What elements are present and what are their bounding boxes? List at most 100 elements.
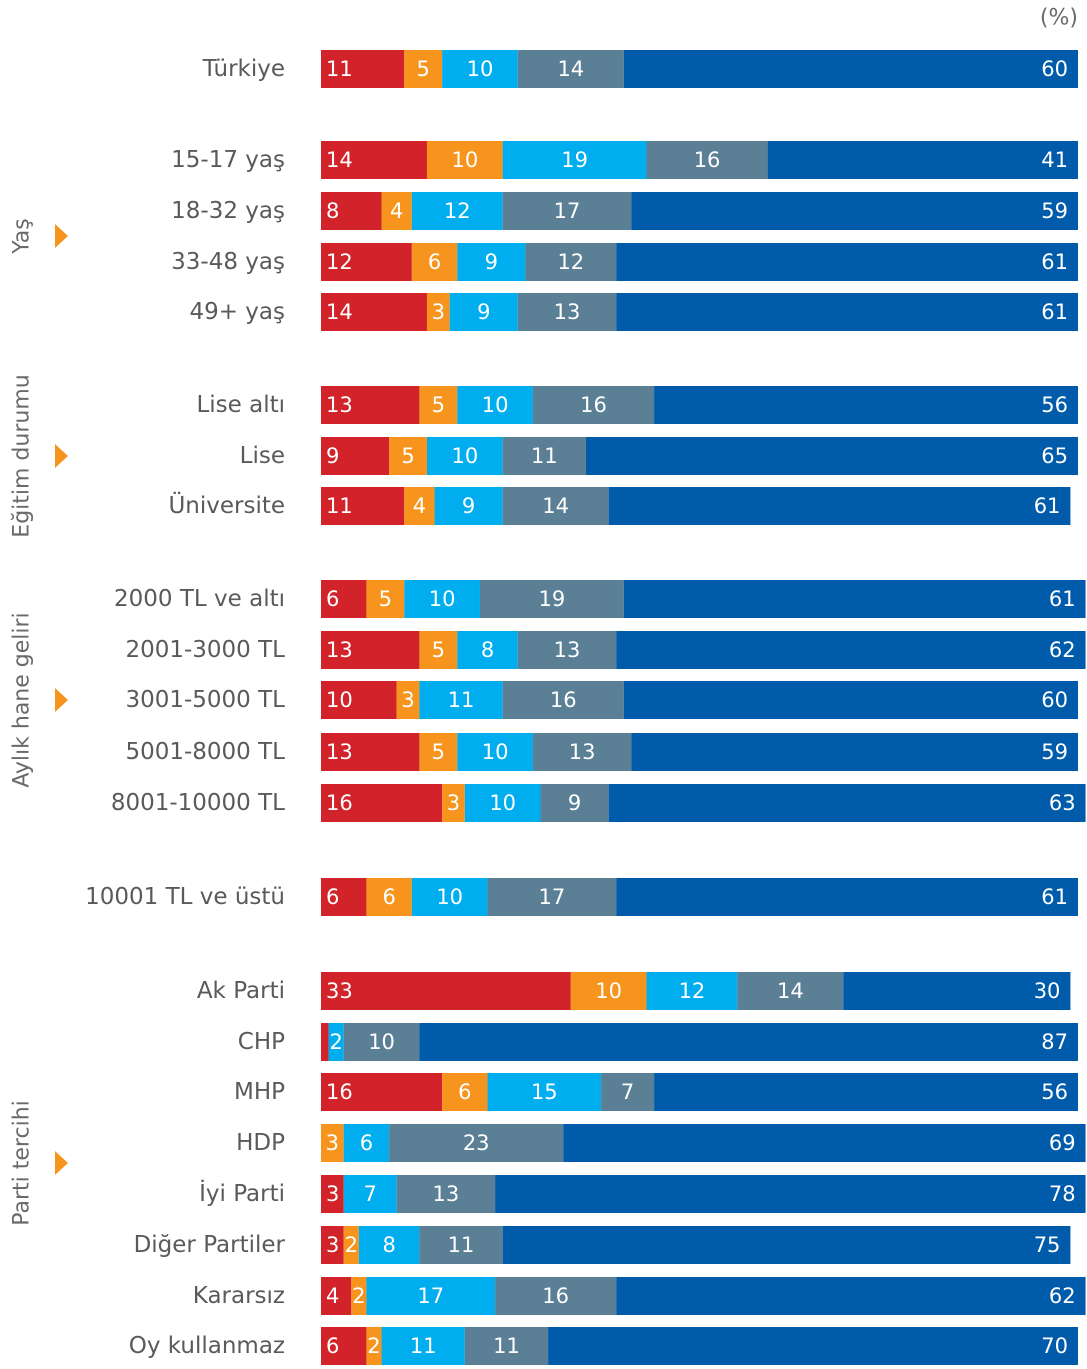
value-label: 16 <box>694 148 721 172</box>
value-label: 62 <box>1049 638 1076 662</box>
value-label: 3 <box>326 1182 339 1206</box>
bar-segment <box>366 1327 382 1365</box>
bar-segment <box>321 386 420 424</box>
category-label: 2000 TL ve altı <box>114 586 285 612</box>
bar-segment <box>532 733 632 771</box>
value-label: 11 <box>493 1334 520 1358</box>
value-label: 59 <box>1041 740 1068 764</box>
bar-segment <box>419 733 458 771</box>
value-label: 10 <box>451 444 478 468</box>
bar-segment <box>646 972 738 1010</box>
value-label: 11 <box>326 494 353 518</box>
value-label: 6 <box>428 250 441 274</box>
value-label: 56 <box>1041 1080 1068 1104</box>
value-label: 62 <box>1049 1284 1076 1308</box>
value-label: 5 <box>432 638 445 662</box>
bar-segment <box>321 580 367 618</box>
value-label: 9 <box>462 494 475 518</box>
group-arrow <box>55 444 68 468</box>
category-label: Üniversite <box>168 491 285 519</box>
value-label: 10 <box>467 57 494 81</box>
value-label: 16 <box>580 393 607 417</box>
bar-segment <box>843 972 1071 1010</box>
bar-segment <box>646 141 768 179</box>
bar-segment <box>358 1226 420 1264</box>
bar-segment <box>623 681 1078 719</box>
value-label: 10 <box>482 393 509 417</box>
value-label: 3 <box>447 791 460 815</box>
bar-segment <box>616 1277 1086 1315</box>
bar-segment <box>585 437 1078 475</box>
bar-segment <box>654 386 1078 424</box>
bar-segment <box>495 1277 617 1315</box>
value-label: 61 <box>1034 494 1061 518</box>
value-label: 13 <box>569 740 596 764</box>
bar-segment <box>532 386 655 424</box>
category-label: CHP <box>238 1029 285 1055</box>
bar-segment <box>321 681 397 719</box>
value-label: 6 <box>382 885 395 909</box>
value-label: 5 <box>379 587 392 611</box>
value-label: 6 <box>326 1334 339 1358</box>
category-label: Lise altı <box>196 392 285 418</box>
bar-segment <box>321 1327 367 1365</box>
value-label: 12 <box>679 979 706 1003</box>
value-label: 8 <box>382 1233 395 1257</box>
bar-segment <box>404 580 480 618</box>
bar-segment <box>517 631 617 669</box>
value-label: 16 <box>542 1284 569 1308</box>
value-label: 11 <box>410 1334 437 1358</box>
value-label: 17 <box>539 885 566 909</box>
value-label: 56 <box>1041 393 1068 417</box>
category-label: 18-32 yaş <box>171 198 285 224</box>
category-label: Lise <box>240 443 285 469</box>
bar-segment <box>321 972 571 1010</box>
bar-segment <box>737 972 844 1010</box>
value-label: 75 <box>1034 1233 1061 1257</box>
value-label: 2 <box>352 1284 365 1308</box>
bar-segment <box>396 681 420 719</box>
value-label: 19 <box>539 587 566 611</box>
bar-segment <box>343 1023 420 1061</box>
bar-segment <box>321 192 382 230</box>
value-label: 16 <box>326 1080 353 1104</box>
category-label: 49+ yaş <box>189 299 285 325</box>
bar-segment <box>623 580 1086 618</box>
value-label: 9 <box>326 444 339 468</box>
bar-segment <box>442 50 518 88</box>
bar-segment <box>767 141 1078 179</box>
bar-segment <box>502 1226 1071 1264</box>
bar-segment <box>654 1073 1078 1111</box>
bar-segment <box>457 733 533 771</box>
bar-segment <box>351 1277 367 1315</box>
bar-segment <box>321 141 427 179</box>
group-label: Yaş <box>10 218 35 254</box>
group-arrow <box>55 224 68 248</box>
value-label: 11 <box>448 1233 475 1257</box>
bar-segment <box>616 878 1078 916</box>
group-arrow <box>55 1151 68 1175</box>
value-label: 10 <box>368 1030 395 1054</box>
value-label: 33 <box>326 979 353 1003</box>
bar-segment <box>487 1073 602 1111</box>
value-label: 5 <box>401 444 414 468</box>
value-label: 10 <box>451 148 478 172</box>
bar-segment <box>457 386 533 424</box>
bar-segment <box>321 437 390 475</box>
bar-segment <box>502 437 586 475</box>
bar-segment <box>321 878 367 916</box>
value-label: 10 <box>326 688 353 712</box>
value-label: 3 <box>326 1233 339 1257</box>
value-label: 5 <box>417 57 430 81</box>
bar-segment <box>389 1124 564 1162</box>
value-label: 2 <box>329 1030 342 1054</box>
bar-segment <box>623 50 1078 88</box>
bar-segment <box>321 733 420 771</box>
value-label: 14 <box>542 494 569 518</box>
value-label: 19 <box>561 148 588 172</box>
value-label: 14 <box>777 979 804 1003</box>
category-label: Oy kullanmaz <box>129 1333 285 1359</box>
bar-segment <box>464 1327 549 1365</box>
category-label: Ak Parti <box>197 978 285 1004</box>
bar-segment <box>366 580 405 618</box>
